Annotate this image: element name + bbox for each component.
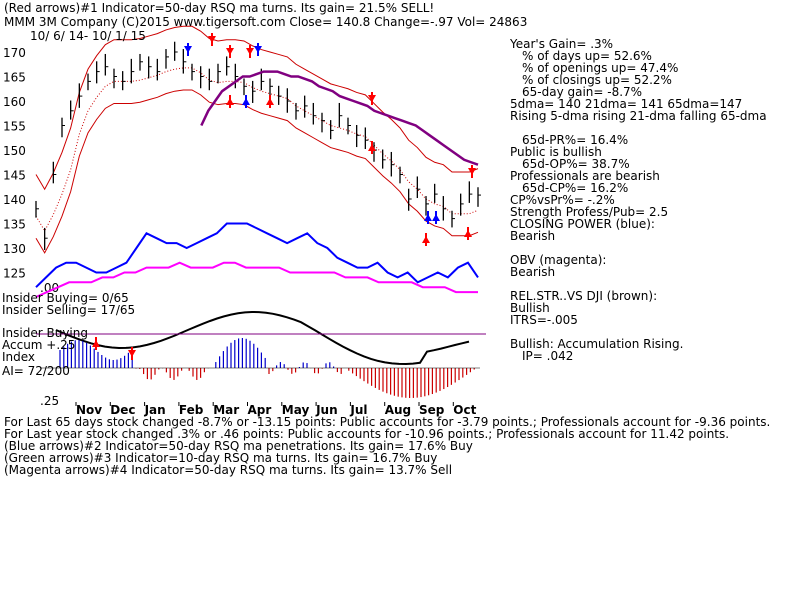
x-tick-label: Jun xyxy=(315,403,338,417)
stat-line: 5dma= 140 21dma= 141 65dma=147 xyxy=(510,97,743,111)
chart-title: MMM 3M Company (C)2015 www.tigersoft.com… xyxy=(4,15,528,29)
rel-strength-line xyxy=(55,310,470,366)
ai-label: AI= 72/200 xyxy=(2,364,70,378)
stat-line: REL.STR..VS DJI (brown): xyxy=(510,289,658,303)
obv-line xyxy=(35,261,478,298)
stat-line: Professionals are bearish xyxy=(510,169,660,183)
y-tick-label: 125 xyxy=(3,267,26,281)
stat-line: 65d-PR%= 16.4% xyxy=(522,133,629,147)
month-axis: Nov Dec Jan Feb Mar Apr May Jun Jul Aug Sep Oct xyxy=(36,333,486,417)
insider-selling-label: Insider Selling= 17/65 xyxy=(2,303,136,317)
dotted-ma xyxy=(35,67,479,232)
price-bands xyxy=(35,25,479,254)
x-tick-label: May xyxy=(282,403,310,417)
stat-line: IP= .042 xyxy=(522,349,574,363)
signal-arrows xyxy=(92,33,476,360)
x-tick-label: Jan xyxy=(144,403,166,417)
stat-line: ITRS=-.005 xyxy=(510,313,578,327)
date-range: 10/ 6/ 14- 10/ 1/ 15 xyxy=(30,29,146,43)
stat-line: 65d-OP%= 38.7% xyxy=(522,157,630,171)
y-tick-label: 135 xyxy=(3,218,26,232)
stat-line: CP%vsPr%= -.2% xyxy=(510,193,615,207)
x-tick-label: Sep xyxy=(419,403,445,417)
y-tick-label: 165 xyxy=(3,71,26,85)
y-tick-label: 140 xyxy=(3,193,26,207)
accum-label: Accum +.25 xyxy=(2,338,76,352)
footer-line: (Green arrows)#3 Indicator=10-day RSQ ma… xyxy=(4,451,438,465)
stat-line: Bullish: Accumulation Rising. xyxy=(510,337,684,351)
x-tick-label: Feb xyxy=(179,403,204,417)
footer-line: (Magenta arrows)#4 Indicator=50-day RSQ … xyxy=(4,463,453,477)
accum-zero-tick: .00 xyxy=(40,281,59,295)
stat-line: Bullish xyxy=(510,301,550,315)
stat-line: % of days up= 52.6% xyxy=(522,49,652,63)
stat-line: Bearish xyxy=(510,229,556,243)
index-label: Index xyxy=(2,350,36,364)
price-axis: 170 165 160 155 150 145 140 135 130 125 .00 xyxy=(3,46,59,295)
x-tick-label: Dec xyxy=(110,403,135,417)
lower-band xyxy=(35,89,479,254)
x-tick-label: Jul xyxy=(349,403,367,417)
footer-line: For Last 65 days stock changed -8.7% or … xyxy=(4,415,771,429)
insider-buying-label: Insider Buying= 0/65 xyxy=(2,291,129,305)
closing-power-line xyxy=(35,222,479,288)
stat-line: Public is bullish xyxy=(510,145,602,159)
y-tick-label: 150 xyxy=(3,144,26,158)
stat-line: 65d-CP%= 16.2% xyxy=(522,181,629,195)
footer-line: (Blue arrows)#2 Indicator=50-day RSQ ma … xyxy=(4,439,473,453)
stat-line: OBV (magenta): xyxy=(510,253,607,267)
insider-buying-2-label: Insider Buying xyxy=(2,326,88,340)
x-tick-label: Oct xyxy=(453,403,476,417)
stat-line: 65-day gain= -8.7% xyxy=(522,85,643,99)
y-tick-label: 155 xyxy=(3,120,26,134)
y-tick-label: 160 xyxy=(3,95,26,109)
x-tick-label: Nov xyxy=(76,403,102,417)
stat-line: Bearish xyxy=(510,265,556,279)
y-tick-label: 170 xyxy=(3,46,26,60)
stat-line: % of closings up= 52.2% xyxy=(522,73,672,87)
ma65-line xyxy=(200,70,479,166)
stat-line: Strength Profess/Pub= 2.5 xyxy=(510,205,669,219)
indicator-lines xyxy=(35,70,479,366)
stat-line: Rising 5-dma rising 21-dma falling 65-dm… xyxy=(510,109,767,123)
indicator-1-title: (Red arrows)#1 Indicator=50-day RSQ ma t… xyxy=(4,1,435,15)
footer-line: For Last year stock changed .3% or .46 p… xyxy=(4,427,730,441)
price-bars xyxy=(35,41,481,250)
stat-line: Year's Gain= .3% xyxy=(510,37,614,51)
x-tick-label: Mar xyxy=(213,403,239,417)
stat-line: CLOSING POWER (blue): xyxy=(510,217,655,231)
stat-line: % of openings up= 47.4% xyxy=(522,61,679,75)
x-tick-label: Aug xyxy=(385,403,411,417)
y-tick-label: 145 xyxy=(3,169,26,183)
x-tick-label: Apr xyxy=(248,403,272,417)
accum-neg-tick: .25 xyxy=(40,394,60,408)
y-tick-label: 130 xyxy=(3,242,26,256)
